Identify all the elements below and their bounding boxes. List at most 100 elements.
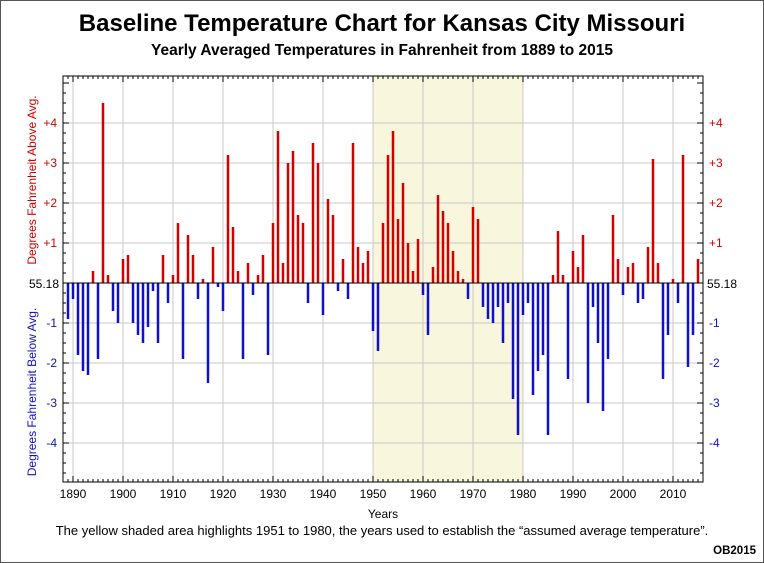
x-tick-label: 1970 [460,487,487,501]
y-tick-label-right: +4 [709,116,723,130]
x-tick-label: 1940 [310,487,337,501]
bar-1993 [586,283,590,403]
bar-1900 [121,259,125,283]
baseline-label-left: 55.18 [29,277,59,291]
bar-1951 [376,283,380,351]
bar-1976 [501,283,505,343]
x-tick-label: 1950 [360,487,387,501]
bar-1892 [81,283,85,371]
y-tick-label-right: +1 [709,236,723,250]
bar-1940 [321,283,325,315]
bar-1986 [551,275,555,283]
bar-2011 [676,283,680,303]
bar-1907 [156,283,160,343]
chart-caption: The yellow shaded area highlights 1951 t… [55,523,709,538]
bar-1985 [546,283,550,435]
bar-1958 [411,271,415,283]
bar-1949 [366,251,370,283]
x-tick-label: 1960 [410,487,437,501]
bar-1962 [431,267,435,283]
bar-1909 [166,283,170,303]
x-tick-label: 1920 [210,487,237,501]
bar-1917 [206,283,210,383]
bar-1924 [241,283,245,359]
bar-1894 [91,271,95,283]
bar-2006 [651,159,655,283]
bar-1968 [461,279,465,283]
bar-1938 [311,143,315,283]
bar-2000 [621,283,625,295]
bar-1931 [276,131,280,283]
bar-1959 [416,239,420,283]
bar-1901 [126,255,130,283]
y-tick-label-left: -1 [46,316,57,330]
bar-1998 [611,215,615,283]
bar-1925 [246,263,250,283]
bar-1922 [231,227,235,283]
bar-1921 [226,155,230,283]
bar-1913 [186,235,190,283]
bar-2008 [661,283,665,379]
bar-1905 [146,283,150,327]
x-tick-label: 1890 [60,487,87,501]
bar-1893 [86,283,90,375]
bar-1992 [581,235,585,283]
y-tick-label-left: -3 [46,396,57,410]
bar-1963 [436,195,440,283]
bar-1952 [381,223,385,283]
y-tick-label-right: +2 [709,196,723,210]
bar-1903 [136,283,140,335]
bar-1906 [151,283,155,291]
bar-2015 [696,259,700,283]
bar-1926 [251,283,255,295]
x-tick-label: 2000 [610,487,637,501]
bar-1955 [396,219,400,283]
bar-1954 [391,131,395,283]
bar-1972 [481,283,485,307]
bar-1967 [456,271,460,283]
bar-1961 [426,283,430,335]
y-tick-label-right: -3 [709,396,720,410]
baseline-label-right: 55.18 [707,277,737,291]
bar-1997 [606,283,610,359]
bar-1908 [161,255,165,283]
bar-1929 [266,283,270,355]
y-axis-label-above: Degrees Fahrenheit Above Avg. [25,95,39,264]
bar-1939 [316,163,320,283]
bar-1978 [511,283,515,399]
bar-1994 [591,283,595,307]
bar-1977 [506,283,510,303]
bar-1898 [111,283,115,311]
bar-2012 [681,155,685,283]
bar-1912 [181,283,185,359]
bar-1945 [346,283,350,299]
y-tick-label-right: +3 [709,156,723,170]
bar-2005 [646,247,650,283]
bar-1966 [451,251,455,283]
bar-1995 [596,283,600,343]
bar-1990 [571,251,575,283]
bar-1996 [601,283,605,411]
bar-1950 [371,283,375,331]
y-tick-label-left: +4 [43,116,57,130]
bar-1946 [351,143,355,283]
bar-1897 [106,275,110,283]
bar-1889 [66,283,70,319]
bar-1935 [296,215,300,283]
bar-1957 [406,243,410,283]
x-tick-label: 1990 [560,487,587,501]
bar-1983 [536,283,540,371]
bar-1928 [261,255,265,283]
bar-1960 [421,283,425,295]
bar-1991 [576,267,580,283]
bar-1910 [171,275,175,283]
bar-2001 [626,267,630,283]
bar-1974 [491,283,495,323]
bar-1948 [361,263,365,283]
bar-1970 [471,207,475,283]
bar-1987 [556,231,560,283]
bar-1943 [336,283,340,291]
bar-1899 [116,283,120,323]
bar-1916 [201,279,205,283]
bar-1911 [176,223,180,283]
